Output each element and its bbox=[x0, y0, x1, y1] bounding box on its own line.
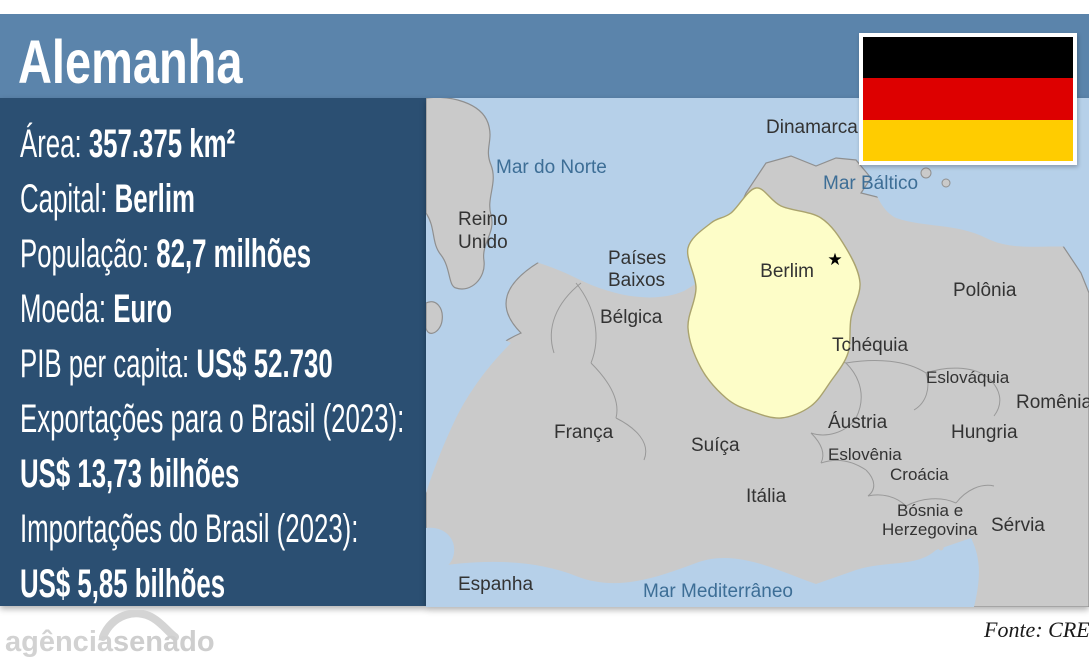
svg-text:Bélgica: Bélgica bbox=[600, 307, 663, 328]
svg-text:Croácia: Croácia bbox=[890, 465, 949, 484]
svg-text:Hungria: Hungria bbox=[951, 422, 1018, 443]
svg-text:Eslováquia: Eslováquia bbox=[926, 368, 1010, 387]
svg-text:Países: Países bbox=[608, 248, 666, 269]
svg-text:Áustria: Áustria bbox=[828, 412, 888, 433]
svg-text:★: ★ bbox=[827, 250, 842, 269]
svg-text:Suíça: Suíça bbox=[691, 435, 740, 456]
svg-text:Romênia: Romênia bbox=[1016, 392, 1089, 413]
svg-text:Sérvia: Sérvia bbox=[991, 515, 1045, 536]
svg-text:Itália: Itália bbox=[746, 486, 787, 507]
svg-text:Mar Mediterrâneo: Mar Mediterrâneo bbox=[643, 581, 793, 602]
svg-text:Eslovênia: Eslovênia bbox=[828, 445, 902, 464]
svg-text:Polônia: Polônia bbox=[953, 280, 1017, 301]
svg-text:Mar Báltico: Mar Báltico bbox=[823, 173, 918, 194]
svg-text:Baixos: Baixos bbox=[608, 270, 665, 291]
svg-text:Dinamarca: Dinamarca bbox=[766, 117, 858, 138]
svg-text:Tchéquia: Tchéquia bbox=[832, 335, 908, 356]
svg-text:Berlim: Berlim bbox=[760, 261, 814, 282]
svg-text:agênciasenado: agênciasenado bbox=[5, 626, 215, 658]
svg-text:Bósnia e: Bósnia e bbox=[897, 501, 963, 520]
svg-text:Herzegovina: Herzegovina bbox=[882, 520, 978, 539]
